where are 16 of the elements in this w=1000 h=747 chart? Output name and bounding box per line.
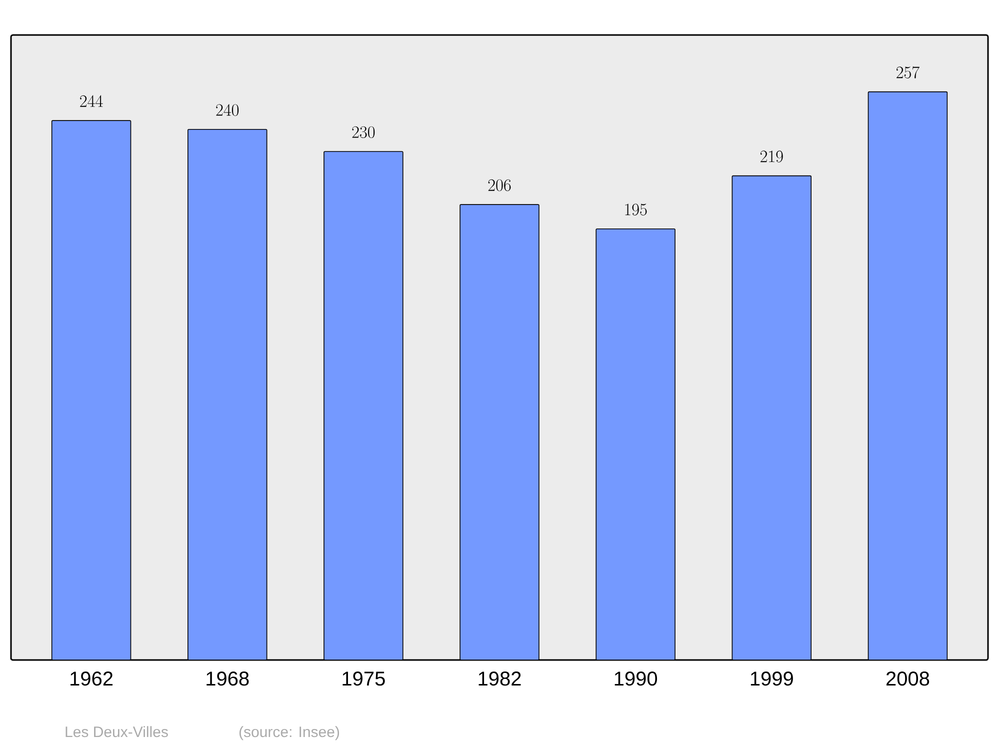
- data-label: 195: [625, 204, 647, 216]
- x-tick-label: 1999: [750, 672, 793, 686]
- data-label: 206: [488, 179, 511, 192]
- x-tick-label: 1968: [206, 672, 249, 686]
- text: (source: Insee): [239, 726, 340, 740]
- x-tick-label: 1990: [614, 672, 658, 686]
- data-label: 244: [80, 95, 103, 107]
- x-tick-label: 1975: [342, 672, 385, 686]
- text: Les Deux-Villes: [66, 726, 168, 738]
- x-tick-label: 2008: [886, 672, 930, 686]
- data-label: 230: [352, 126, 375, 138]
- x-tick-label: 1982: [478, 672, 521, 686]
- data-label: 240: [216, 104, 239, 116]
- data-label: 257: [896, 66, 920, 78]
- data-label: 219: [760, 150, 783, 162]
- x-tick-label: 1962: [70, 672, 113, 686]
